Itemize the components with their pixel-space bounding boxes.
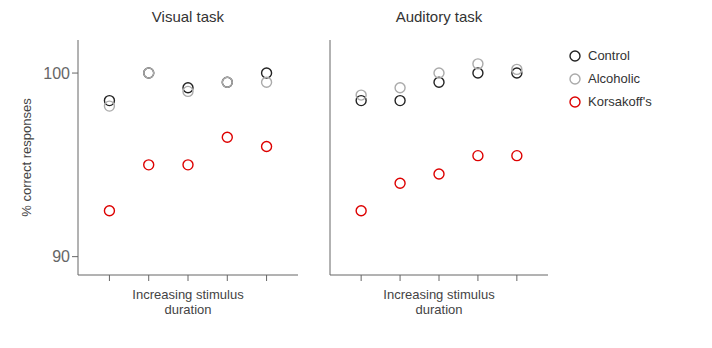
html-text:Visual task: Visual task — [151, 8, 225, 25]
svg-text:100: 100 — [43, 65, 70, 82]
svg-text:Increasing stimulusduration: Increasing stimulusduration — [383, 287, 495, 317]
svg-text:% correct responses: % correct responses — [19, 98, 34, 217]
html-text:Auditory task: Auditory task — [395, 8, 483, 25]
html-text:Control: Control — [588, 48, 630, 63]
svg-text:Increasing stimulusduration: Increasing stimulusduration — [132, 287, 244, 317]
svg-text:90: 90 — [52, 248, 70, 265]
html-text:Korsakoff's: Korsakoff's — [588, 94, 652, 109]
html-text:Alcoholic: Alcoholic — [588, 71, 640, 86]
